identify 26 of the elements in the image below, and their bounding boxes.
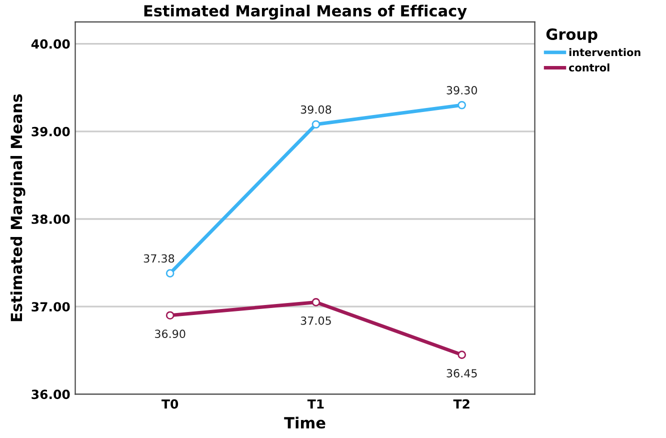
- point: [166, 269, 174, 278]
- data-label: 36.45: [446, 369, 477, 378]
- point: [312, 120, 320, 129]
- data-label: 39.30: [446, 86, 478, 94]
- y-tick-label: 39.00: [32, 126, 70, 136]
- y-tick-label: 36.00: [32, 390, 70, 400]
- y-tick-label: 37.00: [32, 302, 70, 312]
- x-tick-label: T0: [162, 399, 178, 409]
- chart-title: Estimated Marginal Means of Efficacy: [144, 4, 467, 20]
- x-tick-label: T1: [307, 399, 324, 409]
- y-tick-label: 40.00: [31, 39, 70, 49]
- x-axis-title: Time: [284, 416, 326, 429]
- point: [458, 100, 466, 110]
- data-label: 39.08: [300, 105, 332, 114]
- point: [166, 311, 174, 320]
- x-tick-label: T2: [453, 399, 470, 409]
- legend-label: control: [569, 63, 610, 72]
- point: [312, 298, 320, 306]
- y-tick-label: 38.00: [32, 214, 70, 224]
- data-label: 37.38: [144, 254, 174, 263]
- point: [458, 350, 466, 359]
- y-axis-title: Estimated Marginal Means: [10, 94, 26, 322]
- legend-label: intervention: [569, 48, 640, 56]
- data-label: 37.05: [300, 316, 331, 325]
- legend-title: Group: [546, 28, 598, 43]
- data-label: 36.90: [155, 330, 186, 338]
